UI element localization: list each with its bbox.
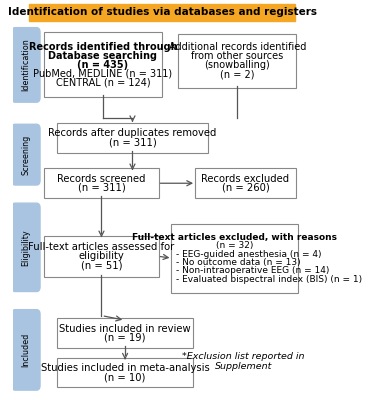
FancyBboxPatch shape bbox=[44, 32, 162, 98]
FancyBboxPatch shape bbox=[12, 310, 40, 390]
Text: (n = 2): (n = 2) bbox=[220, 70, 255, 80]
Text: (n = 32): (n = 32) bbox=[216, 241, 253, 250]
Text: Identification: Identification bbox=[21, 38, 30, 91]
FancyBboxPatch shape bbox=[57, 123, 208, 153]
FancyBboxPatch shape bbox=[57, 358, 193, 387]
Text: (n = 260): (n = 260) bbox=[221, 183, 269, 193]
FancyBboxPatch shape bbox=[29, 4, 295, 20]
FancyBboxPatch shape bbox=[12, 28, 40, 102]
Text: (n = 311): (n = 311) bbox=[77, 183, 125, 193]
Text: - No outcome data (n = 13): - No outcome data (n = 13) bbox=[176, 258, 300, 267]
Text: Additional records identified: Additional records identified bbox=[169, 42, 306, 52]
Text: Full-text articles excluded, with reasons: Full-text articles excluded, with reason… bbox=[132, 233, 337, 242]
Text: Records identified through: Records identified through bbox=[29, 42, 177, 52]
Text: Eligibility: Eligibility bbox=[21, 229, 30, 266]
Text: Screening: Screening bbox=[21, 134, 30, 175]
Text: Database searching: Database searching bbox=[48, 51, 158, 61]
Text: Records excluded: Records excluded bbox=[201, 174, 290, 184]
Text: Included: Included bbox=[21, 333, 30, 367]
FancyBboxPatch shape bbox=[12, 124, 40, 185]
Text: Identification of studies via databases and registers: Identification of studies via databases … bbox=[7, 7, 317, 17]
FancyBboxPatch shape bbox=[57, 318, 193, 348]
FancyBboxPatch shape bbox=[194, 168, 296, 198]
Text: Studies included in review: Studies included in review bbox=[59, 324, 191, 334]
FancyBboxPatch shape bbox=[44, 236, 159, 277]
Text: - EEG-guided anesthesia (n = 4): - EEG-guided anesthesia (n = 4) bbox=[176, 250, 321, 258]
FancyBboxPatch shape bbox=[178, 34, 296, 88]
Text: Records after duplicates removed: Records after duplicates removed bbox=[48, 128, 217, 138]
Text: (snowballing): (snowballing) bbox=[204, 60, 270, 70]
Text: (n = 435): (n = 435) bbox=[77, 60, 128, 70]
Text: (n = 311): (n = 311) bbox=[108, 138, 156, 148]
FancyBboxPatch shape bbox=[12, 203, 40, 292]
Text: PubMed, MEDLINE (n = 311): PubMed, MEDLINE (n = 311) bbox=[33, 69, 172, 79]
Text: Full-text articles assessed for: Full-text articles assessed for bbox=[28, 242, 175, 252]
FancyBboxPatch shape bbox=[171, 224, 298, 293]
Text: (n = 19): (n = 19) bbox=[104, 333, 146, 343]
FancyBboxPatch shape bbox=[44, 168, 159, 198]
Text: Studies included in meta-analysis: Studies included in meta-analysis bbox=[41, 363, 210, 373]
Text: - Non-intraoperative EEG (n = 14): - Non-intraoperative EEG (n = 14) bbox=[176, 266, 329, 275]
Text: - Evaluated bispectral index (BIS) (n = 1): - Evaluated bispectral index (BIS) (n = … bbox=[176, 274, 362, 284]
Text: CENTRAL (n = 124): CENTRAL (n = 124) bbox=[56, 78, 150, 88]
Text: (n = 10): (n = 10) bbox=[104, 372, 146, 382]
Text: *Exclusion list reported in
Supplement: *Exclusion list reported in Supplement bbox=[182, 352, 304, 372]
Text: (n = 51): (n = 51) bbox=[81, 260, 122, 270]
Text: eligibility: eligibility bbox=[79, 251, 124, 261]
Text: Records screened: Records screened bbox=[57, 174, 146, 184]
Text: from other sources: from other sources bbox=[191, 52, 283, 62]
